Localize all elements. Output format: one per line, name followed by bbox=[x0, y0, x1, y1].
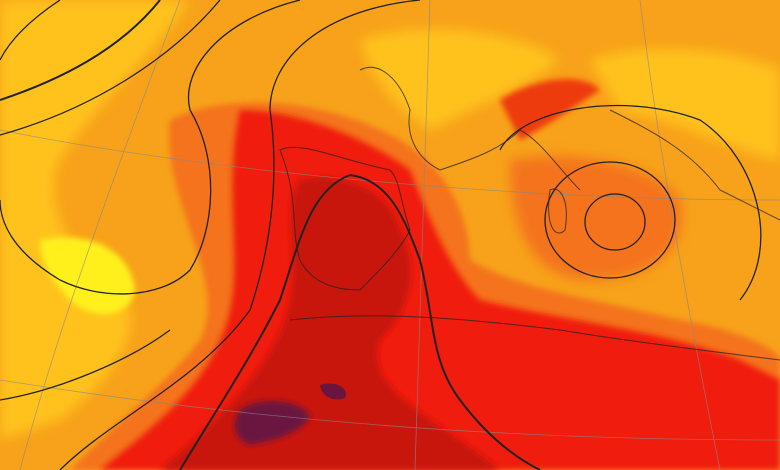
meridian bbox=[19, 0, 181, 470]
parallel bbox=[0, 379, 780, 441]
contour bbox=[349, 174, 541, 470]
meridian bbox=[639, 0, 721, 470]
red-alps bbox=[500, 79, 600, 140]
contour bbox=[179, 174, 351, 470]
coast-france-italy bbox=[359, 66, 581, 191]
sardinia bbox=[548, 188, 567, 234]
yellow-east bbox=[590, 49, 780, 161]
contour bbox=[0, 0, 301, 295]
yellow-france bbox=[360, 29, 560, 130]
coastlines bbox=[279, 66, 780, 361]
parallel bbox=[0, 129, 780, 201]
contour bbox=[0, 0, 221, 136]
contour bbox=[499, 104, 762, 301]
contour bbox=[0, 329, 171, 401]
contour bbox=[0, 0, 161, 101]
contours bbox=[0, 0, 762, 470]
africa-coast bbox=[289, 315, 780, 361]
contour-low bbox=[584, 193, 646, 251]
contour bbox=[59, 0, 421, 470]
dark-red bbox=[160, 177, 500, 470]
purple-patch bbox=[234, 400, 310, 445]
purple-spot bbox=[320, 383, 346, 400]
italy-balkans bbox=[609, 109, 780, 221]
bright-yellow bbox=[40, 237, 135, 314]
meridian bbox=[414, 0, 431, 470]
iberia bbox=[279, 146, 411, 291]
yellow-west bbox=[0, 0, 190, 440]
contour-low bbox=[544, 161, 676, 279]
contour bbox=[0, 0, 61, 61]
